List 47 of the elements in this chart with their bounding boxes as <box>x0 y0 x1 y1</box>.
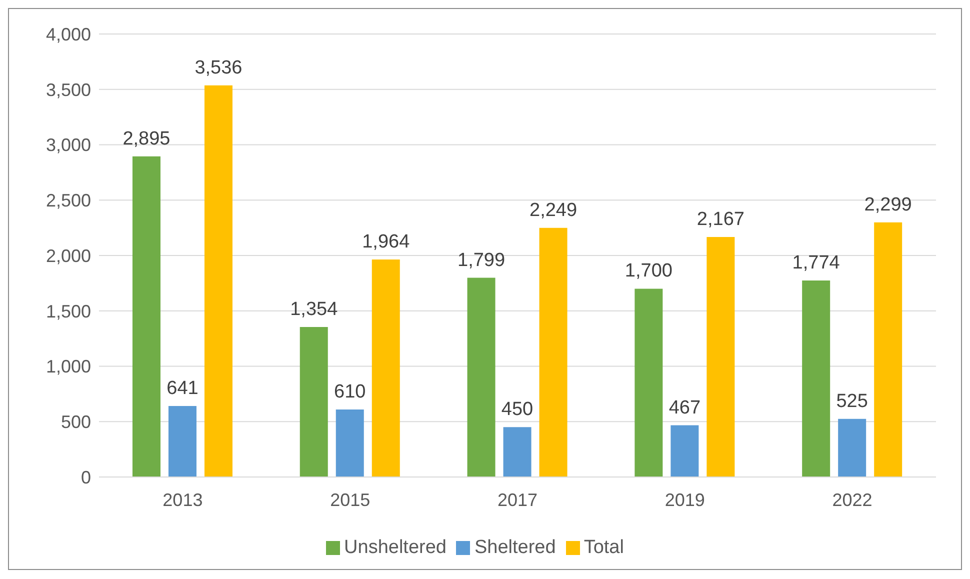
bar <box>372 259 400 477</box>
data-label: 525 <box>836 390 868 412</box>
bar <box>300 327 328 477</box>
data-label: 1,354 <box>290 299 338 320</box>
legend-label: Total <box>584 537 624 558</box>
data-label: 1,774 <box>792 252 840 274</box>
bar <box>838 418 866 477</box>
data-label: 1,964 <box>362 231 410 252</box>
x-tick-label: 2019 <box>664 490 705 510</box>
y-tick-label: 2,000 <box>46 246 91 266</box>
data-label: 2,299 <box>864 194 912 216</box>
bar <box>204 85 232 477</box>
y-tick-label: 4,000 <box>46 24 91 44</box>
data-label: 1,799 <box>458 250 506 271</box>
data-label: 1,700 <box>624 260 672 282</box>
y-tick-label: 0 <box>80 467 91 488</box>
y-tick-label: 1,500 <box>46 301 91 322</box>
y-tick-label: 1,000 <box>46 356 91 377</box>
bar <box>874 222 902 477</box>
bar <box>132 156 160 477</box>
y-tick-label: 3,500 <box>46 80 91 100</box>
bar <box>503 427 532 477</box>
data-label: 3,536 <box>194 57 242 78</box>
bar <box>336 409 364 477</box>
bar <box>634 288 663 477</box>
data-label: 610 <box>334 381 366 402</box>
data-label: 2,895 <box>122 128 170 150</box>
bar <box>539 228 568 477</box>
data-label: 2,167 <box>696 209 744 230</box>
legend-label: Unsheltered <box>344 537 446 558</box>
bar <box>802 280 830 477</box>
x-tick-label: 2022 <box>832 490 872 510</box>
data-label: 2,249 <box>530 200 578 221</box>
bar <box>706 237 735 477</box>
legend-label: Sheltered <box>474 537 556 558</box>
y-tick-label: 2,500 <box>46 190 91 211</box>
y-tick-label: 500 <box>60 412 91 432</box>
data-label: 467 <box>668 397 701 418</box>
bar <box>670 425 699 477</box>
bar <box>467 278 496 477</box>
data-label: 641 <box>166 378 198 400</box>
x-tick-label: 2015 <box>330 490 370 510</box>
x-tick-label: 2017 <box>497 490 538 510</box>
y-tick-label: 3,000 <box>46 135 91 156</box>
bar <box>168 406 196 477</box>
data-label: 450 <box>501 399 534 420</box>
x-tick-label: 2013 <box>162 490 203 510</box>
